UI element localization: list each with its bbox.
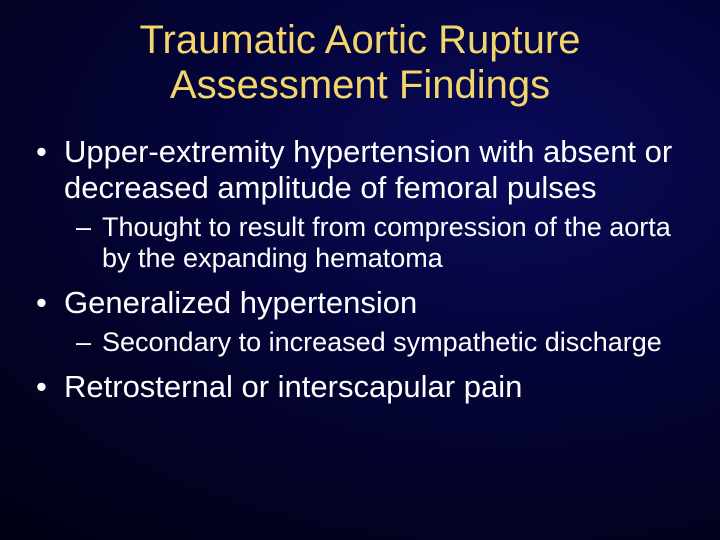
slide-title: Traumatic Aortic Rupture Assessment Find…: [30, 18, 690, 108]
sub-bullet-text: Secondary to increased sympathetic disch…: [102, 327, 662, 357]
title-line-2: Assessment Findings: [170, 63, 550, 107]
sub-bullet-item: Thought to result from compression of th…: [64, 212, 690, 276]
bullet-list: Upper-extremity hypertension with absent…: [30, 134, 690, 405]
bullet-item: Retrosternal or interscapular pain: [30, 369, 690, 405]
bullet-item: Generalized hypertension Secondary to in…: [30, 285, 690, 359]
bullet-text: Generalized hypertension: [64, 285, 417, 320]
bullet-text: Retrosternal or interscapular pain: [64, 369, 522, 404]
sub-bullet-list: Thought to result from compression of th…: [64, 212, 690, 276]
sub-bullet-text: Thought to result from compression of th…: [102, 212, 671, 274]
bullet-item: Upper-extremity hypertension with absent…: [30, 134, 690, 276]
title-line-1: Traumatic Aortic Rupture: [140, 18, 581, 62]
slide: Traumatic Aortic Rupture Assessment Find…: [0, 0, 720, 540]
sub-bullet-item: Secondary to increased sympathetic disch…: [64, 327, 690, 359]
bullet-text: Upper-extremity hypertension with absent…: [64, 134, 672, 205]
sub-bullet-list: Secondary to increased sympathetic disch…: [64, 327, 690, 359]
